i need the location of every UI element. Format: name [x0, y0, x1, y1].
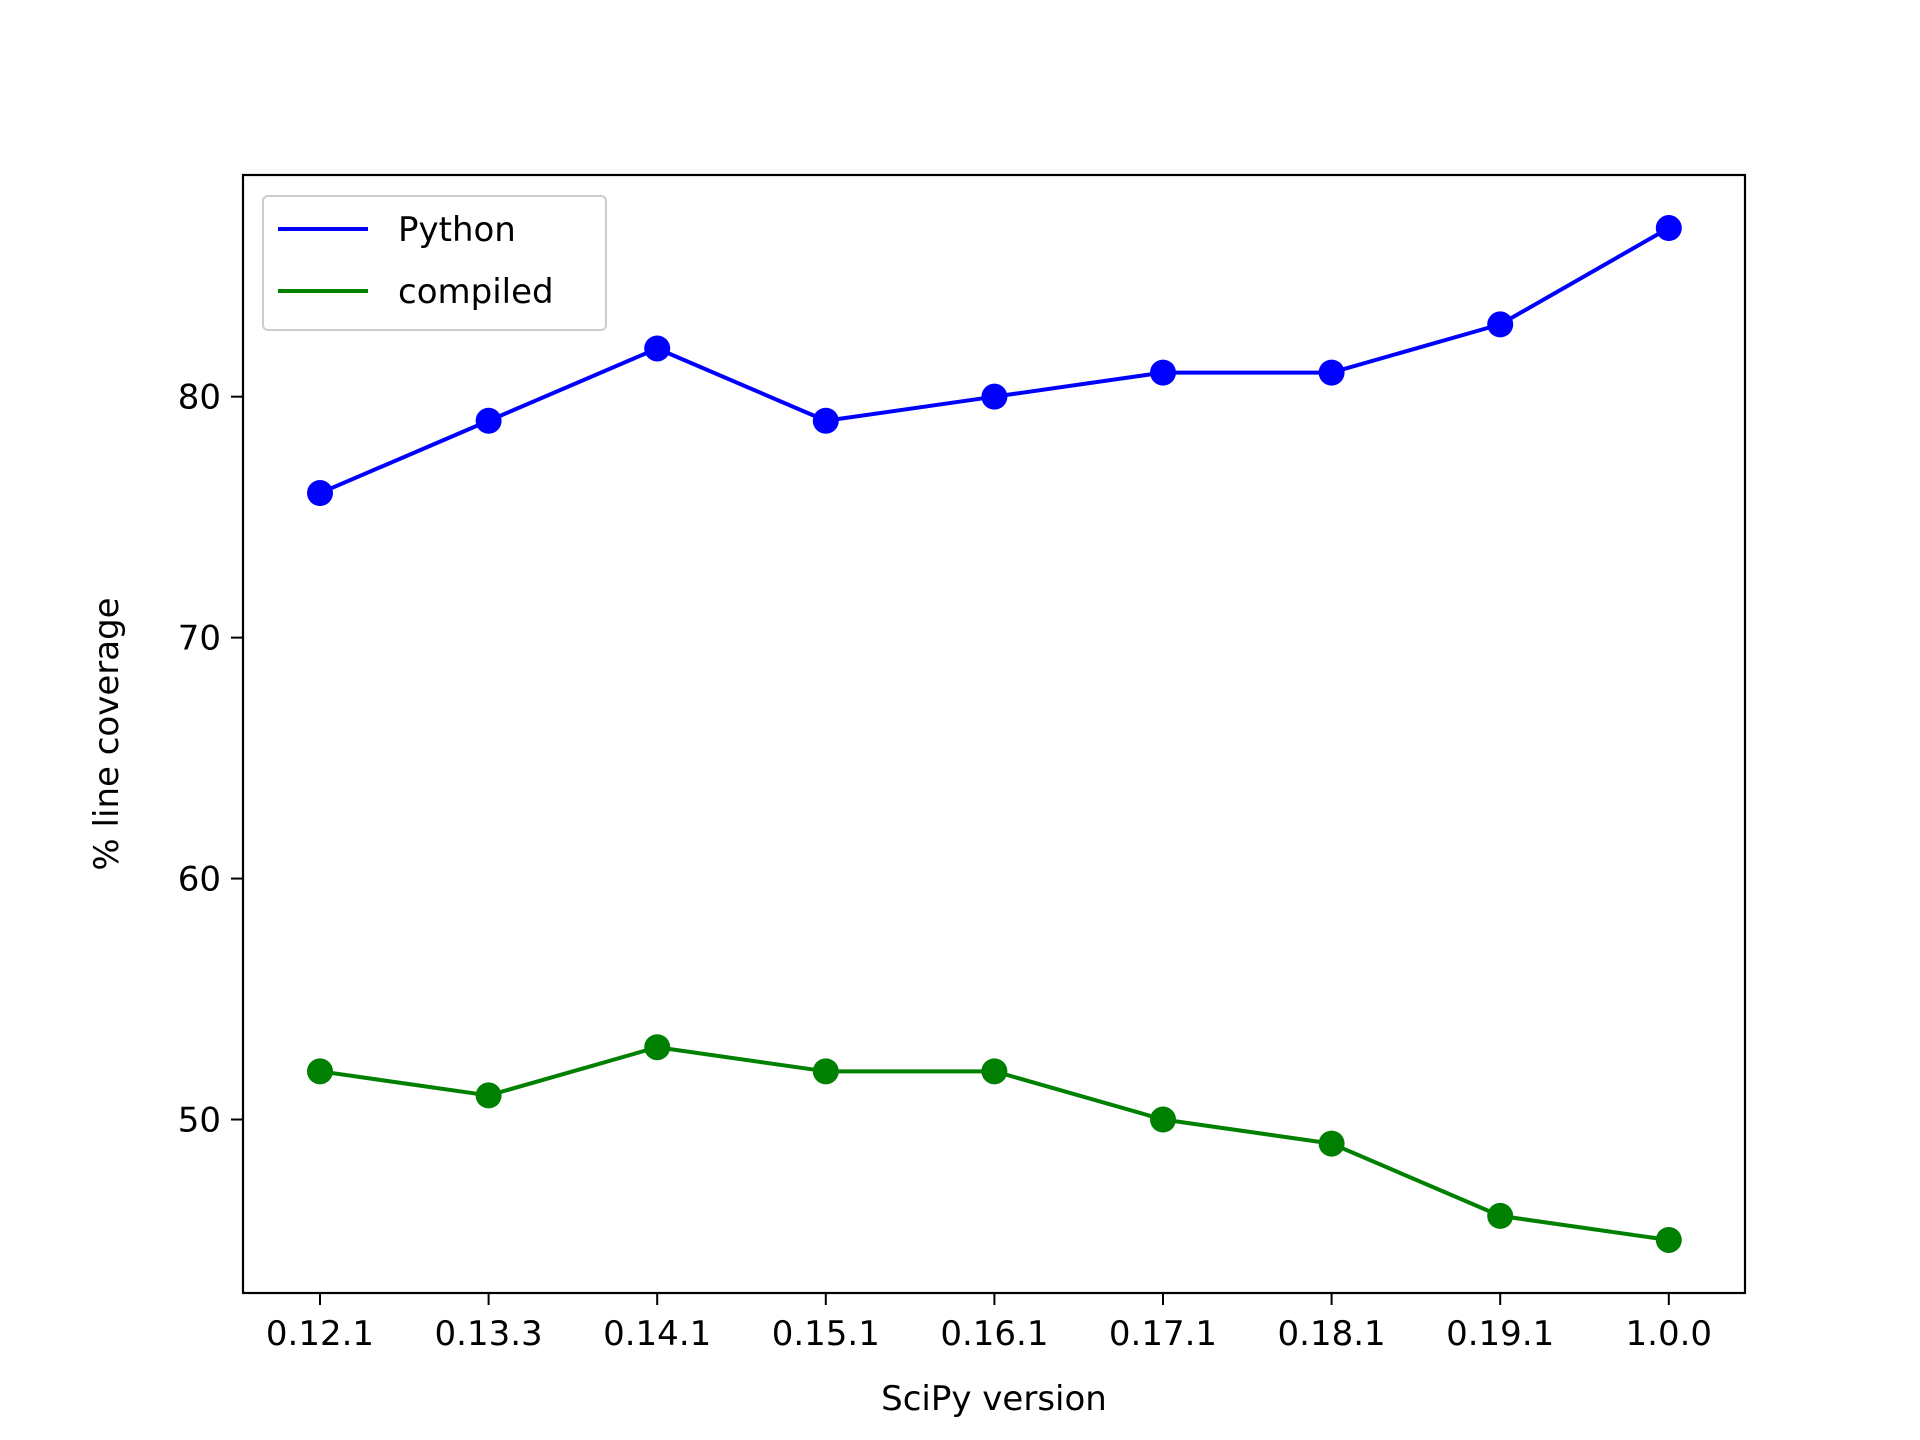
y-tick-label: 80 [178, 378, 221, 418]
x-tick-label: 0.19.1 [1446, 1314, 1554, 1354]
ticks-layer: 0.12.1 0.13.3 0.14.1 0.15.1 0.16.1 0.17.1 0.18… [178, 378, 1712, 1354]
data-point [1487, 1202, 1514, 1229]
x-tick-label: 0.18.1 [1278, 1314, 1386, 1354]
data-point [812, 407, 839, 434]
x-tick-label: 0.16.1 [940, 1314, 1048, 1354]
data-point [1655, 215, 1682, 242]
series-layer [307, 215, 1682, 1253]
data-point [1318, 1130, 1345, 1157]
data-point [644, 1034, 671, 1061]
y-tick-label: 70 [178, 619, 221, 659]
data-point [981, 1058, 1008, 1085]
data-point [475, 1082, 502, 1109]
x-tick-label: 0.15.1 [772, 1314, 880, 1354]
data-point [1655, 1226, 1682, 1253]
y-tick-label: 60 [178, 860, 221, 900]
legend-label: Python [398, 210, 516, 250]
data-point [1487, 311, 1514, 338]
x-tick-label: 0.12.1 [266, 1314, 374, 1354]
data-point [475, 407, 502, 434]
data-point [307, 1058, 333, 1085]
y-axis-label: % line coverage [87, 597, 127, 870]
data-point [1150, 1106, 1176, 1133]
data-point [1150, 359, 1176, 386]
x-tick-label: 0.14.1 [603, 1314, 711, 1354]
legend-label: compiled [398, 272, 554, 312]
data-point [307, 480, 333, 507]
data-point [981, 383, 1008, 410]
x-tick-label: 0.17.1 [1109, 1314, 1217, 1354]
data-point [1318, 359, 1345, 386]
y-tick-label: 50 [178, 1101, 221, 1141]
x-axis-label: SciPy version [881, 1379, 1107, 1419]
data-point [644, 335, 671, 362]
legend: Python compiled [262, 195, 607, 331]
data-point [812, 1058, 839, 1085]
x-tick-label: 1.0.0 [1626, 1314, 1713, 1354]
x-tick-label: 0.13.3 [435, 1314, 543, 1354]
